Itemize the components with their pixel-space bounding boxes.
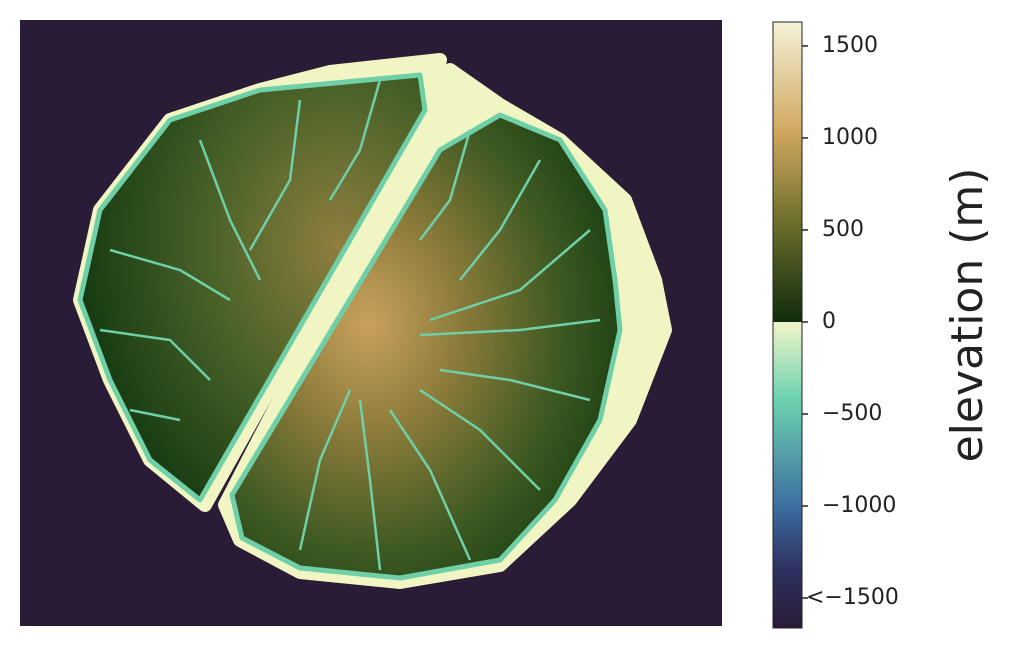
colorbar xyxy=(772,21,803,629)
tick-label: 0 xyxy=(822,309,836,334)
colorbar-label: elevation (m) xyxy=(942,168,993,463)
colorbar-ticks: 1500 1000 500 0 −500 −1000 <−1500 xyxy=(802,33,899,610)
rivers xyxy=(99,79,601,571)
elevation-map xyxy=(20,20,722,626)
tick-label: 500 xyxy=(822,217,864,242)
coast xyxy=(77,72,623,581)
tick-label: −500 xyxy=(822,401,882,426)
tick-label: 1500 xyxy=(822,33,878,58)
tick-label: <−1500 xyxy=(806,585,899,610)
tick-label: 1000 xyxy=(822,125,878,150)
tick-label: −1000 xyxy=(822,493,896,518)
